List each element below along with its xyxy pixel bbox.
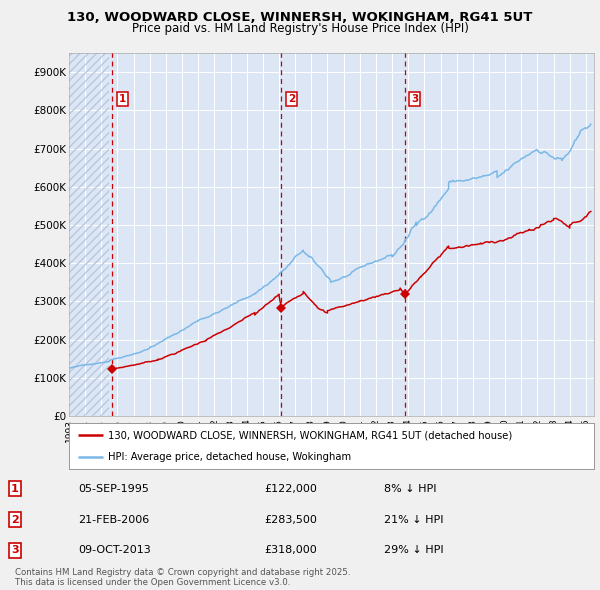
Text: £318,000: £318,000 [264,545,317,555]
Text: HPI: Average price, detached house, Wokingham: HPI: Average price, detached house, Woki… [109,451,352,461]
Text: 05-SEP-1995: 05-SEP-1995 [78,484,149,494]
Text: 2: 2 [288,94,295,104]
Text: 130, WOODWARD CLOSE, WINNERSH, WOKINGHAM, RG41 5UT: 130, WOODWARD CLOSE, WINNERSH, WOKINGHAM… [67,11,533,24]
Text: 1: 1 [119,94,126,104]
Text: Price paid vs. HM Land Registry's House Price Index (HPI): Price paid vs. HM Land Registry's House … [131,22,469,35]
Text: 2: 2 [11,514,19,525]
Text: 3: 3 [11,545,19,555]
Text: £283,500: £283,500 [264,514,317,525]
Text: Contains HM Land Registry data © Crown copyright and database right 2025.
This d: Contains HM Land Registry data © Crown c… [15,568,350,587]
Text: 21-FEB-2006: 21-FEB-2006 [78,514,149,525]
Text: 8% ↓ HPI: 8% ↓ HPI [384,484,437,494]
Text: 21% ↓ HPI: 21% ↓ HPI [384,514,443,525]
Text: 130, WOODWARD CLOSE, WINNERSH, WOKINGHAM, RG41 5UT (detached house): 130, WOODWARD CLOSE, WINNERSH, WOKINGHAM… [109,431,512,441]
Text: 29% ↓ HPI: 29% ↓ HPI [384,545,443,555]
Text: 3: 3 [411,94,418,104]
Text: 1: 1 [11,484,19,494]
Text: 09-OCT-2013: 09-OCT-2013 [78,545,151,555]
Text: £122,000: £122,000 [264,484,317,494]
